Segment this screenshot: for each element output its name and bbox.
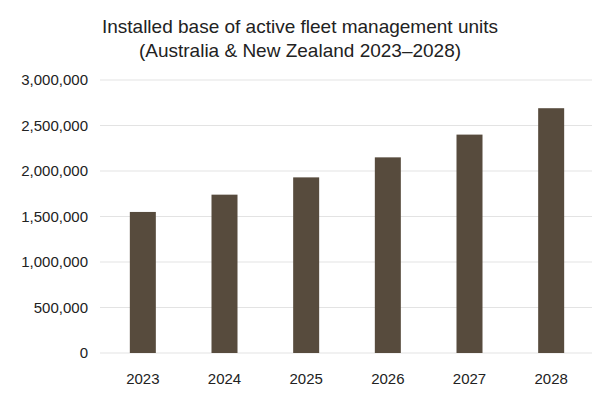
- bar: [130, 212, 156, 353]
- grid-line: [100, 80, 592, 81]
- grid-line: [100, 353, 592, 354]
- grid-line: [100, 307, 592, 308]
- chart-title: Installed base of active fleet managemen…: [102, 16, 498, 37]
- x-tick-label: 2026: [371, 370, 404, 387]
- grid-line: [100, 125, 592, 126]
- y-tick-label: 1,000,000: [21, 253, 88, 270]
- y-tick-label: 3,000,000: [21, 71, 88, 88]
- grid-line: [100, 171, 592, 172]
- y-tick-label: 2,000,000: [21, 162, 88, 179]
- grid-line: [100, 262, 592, 263]
- bar: [212, 195, 238, 353]
- bar: [293, 177, 319, 353]
- bars: [130, 108, 564, 353]
- y-tick-label: 0: [80, 344, 88, 361]
- y-tick-label: 2,500,000: [21, 117, 88, 134]
- x-tick-label: 2024: [208, 370, 241, 387]
- y-tick-label: 500,000: [34, 299, 88, 316]
- chart-subtitle: (Australia & New Zealand 2023–2028): [139, 40, 461, 61]
- bar: [457, 135, 483, 353]
- chart-container: Installed base of active fleet managemen…: [0, 0, 600, 400]
- x-tick-label: 2023: [126, 370, 159, 387]
- grid-line: [100, 216, 592, 217]
- bar: [538, 108, 564, 353]
- bar: [375, 157, 401, 353]
- chart-svg: Installed base of active fleet managemen…: [0, 0, 600, 400]
- grid: [100, 80, 592, 353]
- x-tick-label: 2027: [453, 370, 486, 387]
- x-tick-label: 2025: [289, 370, 322, 387]
- x-tick-label: 2028: [534, 370, 567, 387]
- y-tick-label: 1,500,000: [21, 208, 88, 225]
